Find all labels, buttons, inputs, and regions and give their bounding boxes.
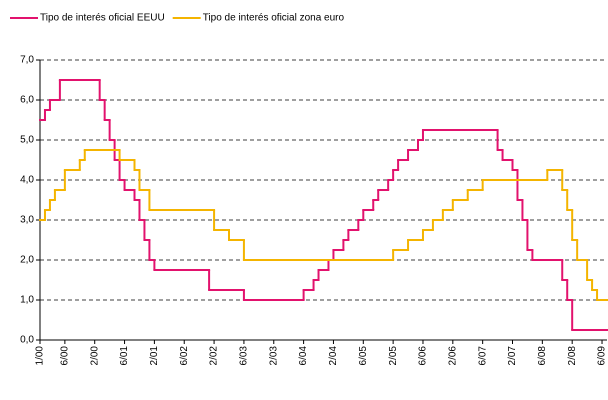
- x-tick-label: 6/08: [537, 346, 548, 366]
- x-tick-label: 6/01: [119, 346, 130, 366]
- x-tick-label: 6/04: [298, 346, 309, 366]
- x-tick-label: 6/06: [418, 346, 429, 366]
- y-tick-label: 6,0: [20, 95, 34, 106]
- y-tick-label: 5,0: [20, 135, 34, 146]
- x-tick-label: 2/07: [507, 346, 518, 366]
- y-tick-label: 0,0: [20, 335, 34, 346]
- x-tick-label: 6/00: [60, 346, 71, 366]
- legend-label: Tipo de interés oficial zona euro: [203, 13, 345, 24]
- x-tick-label: 2/01: [149, 346, 160, 366]
- y-tick-label: 4,0: [20, 175, 34, 186]
- x-tick-label: 6/09: [597, 346, 608, 366]
- x-tick-label: 6/07: [477, 346, 488, 366]
- y-tick-label: 1,0: [20, 295, 34, 306]
- x-tick-label: 1/00: [35, 346, 46, 366]
- y-tick-label: 3,0: [20, 215, 34, 226]
- x-tick-label: 2/04: [328, 346, 339, 366]
- x-tick-label: 2/06: [447, 346, 458, 366]
- x-tick-label: 6/02: [179, 346, 190, 366]
- x-tick-label: 6/03: [239, 346, 250, 366]
- x-tick-label: 2/00: [89, 346, 100, 366]
- x-tick-label: 2/03: [268, 346, 279, 366]
- y-tick-label: 2,0: [20, 255, 34, 266]
- x-tick-label: 6/05: [358, 346, 369, 366]
- legend-label: Tipo de interés oficial EEUU: [40, 13, 165, 24]
- y-tick-label: 7,0: [20, 55, 34, 66]
- x-tick-label: 2/08: [567, 346, 578, 366]
- x-tick-label: 2/05: [388, 346, 399, 366]
- x-tick-label: 2/02: [209, 346, 220, 366]
